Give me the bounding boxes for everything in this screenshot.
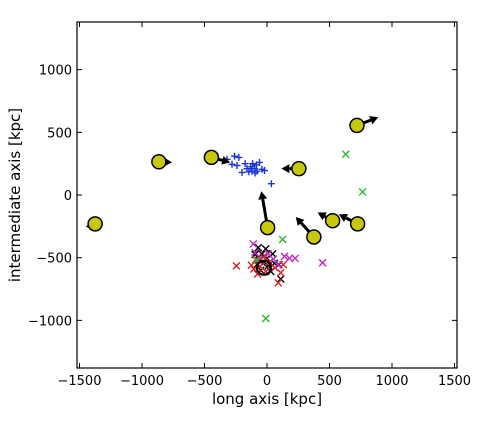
- blue-marker: [256, 158, 263, 166]
- x-tick-label: 0: [263, 374, 271, 389]
- velocity-arrowhead: [221, 155, 231, 165]
- y-tick-label: 0: [64, 189, 72, 204]
- x-tick-label: 1500: [438, 374, 471, 389]
- blue-marker: [241, 160, 249, 168]
- velocity-arrowhead: [258, 191, 268, 200]
- y-tick-label: −1000: [28, 314, 72, 329]
- satellite-circle: [259, 219, 276, 236]
- satellite-circle: [349, 216, 366, 232]
- satellite-circle: [324, 212, 341, 229]
- central-open-circle: [255, 259, 272, 276]
- blue-marker: [253, 167, 261, 175]
- green-marker: [358, 187, 367, 196]
- satellite-circle: [203, 149, 220, 166]
- satellite-circle: [151, 154, 167, 170]
- blue-marker: [261, 167, 268, 175]
- blue-marker: [235, 153, 243, 161]
- red-marker: [232, 261, 241, 270]
- x-axis-label: long axis [kpc]: [212, 390, 322, 408]
- satellite-circle: [306, 229, 322, 245]
- red-marker: [253, 269, 262, 278]
- black-marker: [254, 243, 263, 252]
- blue-marker: [233, 162, 241, 170]
- blue-marker: [249, 160, 257, 168]
- x-tick-label: −1500: [58, 374, 102, 389]
- x-tick-label: −500: [187, 374, 223, 389]
- velocity-arrowhead: [338, 213, 349, 223]
- y-ticks: −1000 −500 0 500 1000: [28, 64, 457, 329]
- magenta-marker: [280, 252, 289, 261]
- y-axis-label: intermediate axis [kpc]: [6, 108, 24, 282]
- x-tick-label: 500: [317, 374, 342, 389]
- magenta-marker: [318, 258, 327, 267]
- blue-marker: [231, 152, 238, 160]
- blue-marker: [238, 168, 246, 176]
- x-ticks: −1500 −1000 −500 0 500 1000 1500: [58, 22, 471, 389]
- chart-marks: [85, 115, 379, 323]
- black-marker: [276, 274, 285, 283]
- red-marker: [259, 253, 268, 262]
- green-marker: [261, 314, 270, 323]
- plot-frame: [76, 21, 458, 369]
- y-tick-label: −500: [36, 252, 72, 267]
- x-tick-label: 1000: [375, 374, 408, 389]
- velocity-arrowhead: [281, 164, 290, 174]
- velocity-arrowhead: [317, 212, 327, 221]
- magenta-marker: [249, 239, 258, 248]
- green-marker: [278, 235, 287, 244]
- blue-marker: [228, 160, 236, 168]
- blue-marker: [267, 180, 275, 188]
- magenta-marker: [291, 254, 300, 263]
- magenta-marker: [274, 260, 283, 269]
- satellite-circle: [291, 160, 307, 177]
- x-tick-label: −1000: [120, 374, 164, 389]
- magenta-marker: [251, 248, 260, 257]
- y-tick-label: 1000: [39, 64, 72, 79]
- y-tick-label: 500: [47, 126, 72, 141]
- red-marker: [274, 278, 283, 287]
- green-marker: [341, 150, 350, 159]
- velocity-arrowhead: [295, 216, 305, 226]
- velocity-arrowhead: [369, 115, 379, 125]
- satellite-circle: [349, 117, 365, 134]
- red-marker: [276, 268, 285, 277]
- black-marker: [261, 244, 270, 253]
- satellite-circle: [87, 216, 103, 232]
